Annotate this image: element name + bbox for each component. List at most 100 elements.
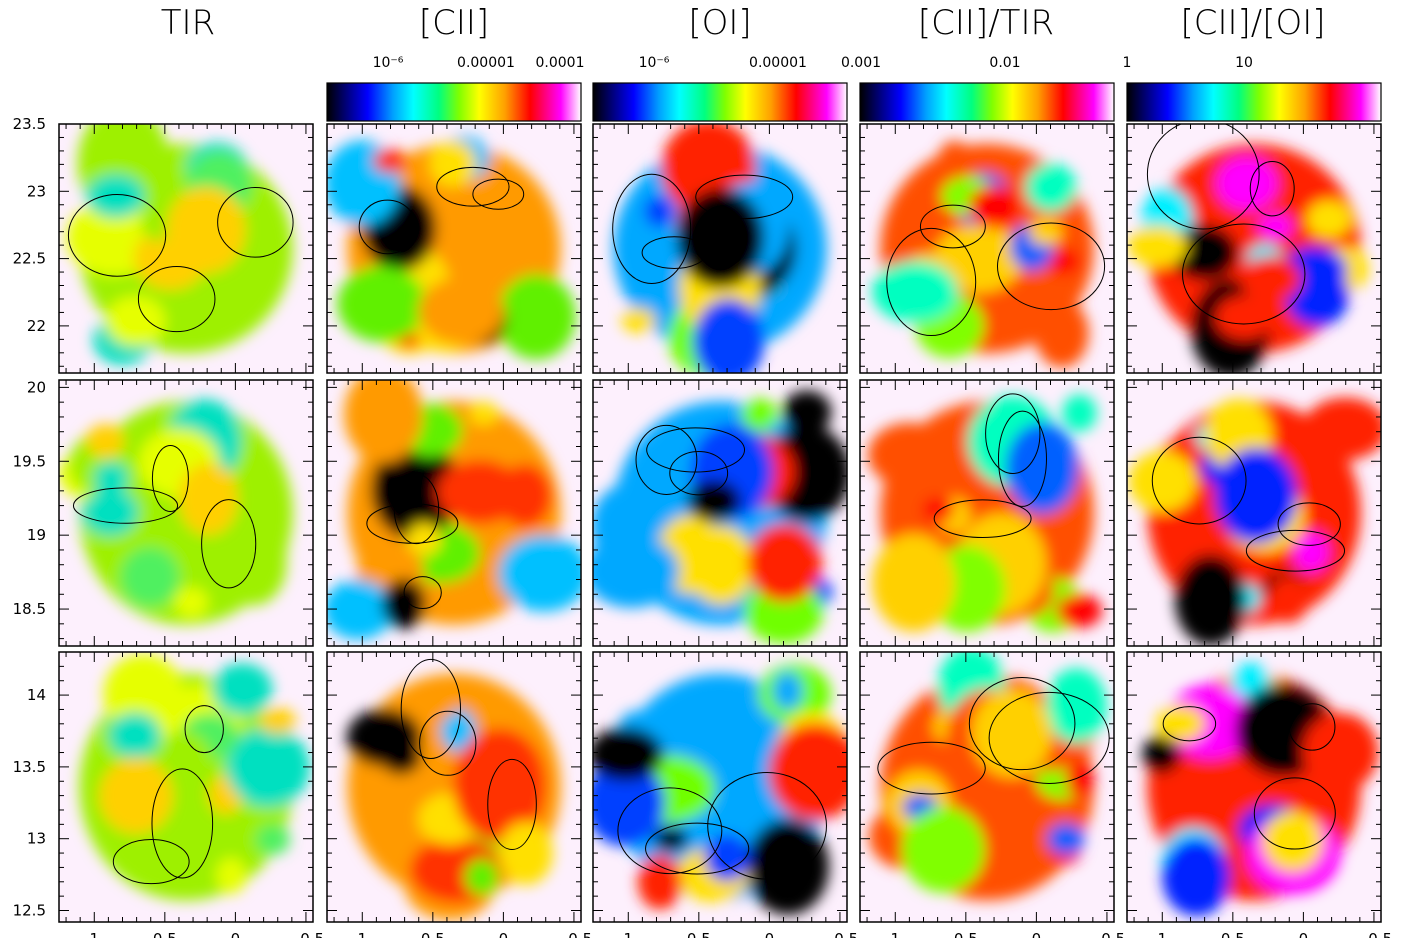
map-image — [1127, 124, 1369, 373]
panel-frame — [592, 379, 848, 647]
x-tick-label: 1 — [358, 930, 368, 938]
x-tick-label: 0.5 — [1221, 930, 1245, 938]
colorbar-cii-tir-label-1: 0.001 — [841, 55, 881, 71]
panel-frame — [592, 651, 848, 923]
panel-cii-tir-row-2 — [859, 379, 1115, 647]
x-tick-label: 0.5 — [954, 930, 978, 938]
colorbar-cii-oi-label-1: 1 — [1123, 55, 1132, 71]
contour-line — [112, 839, 190, 885]
panel-frame — [859, 123, 1115, 374]
contour-line — [612, 173, 692, 285]
colorbar-cii-label-3: 0.0001 — [536, 55, 585, 71]
panel-frame — [1126, 651, 1382, 923]
column-title-oi: [OI] — [688, 3, 751, 43]
panel-frame — [859, 379, 1115, 647]
contour-line — [1253, 777, 1336, 850]
panel-frame — [1126, 379, 1382, 647]
y-tick-label: 20 — [27, 378, 46, 396]
contour-line — [217, 187, 294, 258]
map-image — [327, 380, 581, 640]
map-image — [593, 390, 847, 644]
contour-line — [985, 393, 1041, 474]
contour-line — [1277, 502, 1341, 546]
x-tick-label: 0 — [499, 930, 509, 938]
contour-line — [635, 424, 698, 495]
panel-frame — [58, 651, 314, 923]
contour-line — [707, 771, 827, 880]
contour-line — [403, 576, 442, 610]
contour-line — [137, 265, 216, 333]
colorbar-cii-oi-label-2: 10 — [1235, 55, 1253, 71]
contour-line — [919, 204, 986, 249]
column-title-cii: [CII] — [419, 3, 489, 43]
contour-line — [184, 705, 224, 754]
y-tick-label: 13.5 — [13, 758, 46, 776]
contour-line — [645, 822, 750, 875]
panel-frame — [58, 123, 314, 374]
y-tick-label: 22.5 — [13, 250, 46, 268]
contour-line — [67, 194, 167, 277]
map-image — [593, 663, 847, 915]
colorbar-cii-tir: 0.001 0.01 — [841, 55, 1115, 122]
panel-cii-oi-row-3 — [1126, 651, 1382, 923]
colorbar-cii-label-1: 10⁻⁶ — [373, 55, 404, 71]
contour-line — [151, 444, 189, 513]
x-tick-label: 1 — [891, 930, 901, 938]
contour-line — [933, 499, 1032, 538]
column-title-cii-tir: [CII]/TIR — [918, 3, 1054, 43]
y-tick-label: 14 — [27, 686, 46, 704]
panel-cii-row-2 — [326, 379, 582, 647]
panel-frame — [592, 123, 848, 374]
contour-line — [669, 451, 729, 496]
panel-tir-row-3 — [58, 651, 314, 923]
x-tick-label: −0.5 — [822, 930, 858, 938]
contour-line — [695, 174, 794, 220]
y-tick-label: 12.5 — [13, 902, 46, 920]
colorbar-oi-label-1: 10⁻⁶ — [639, 55, 670, 71]
panel-tir-row-1 — [58, 123, 314, 374]
y-tick-label: 23 — [27, 182, 46, 200]
contour-line — [487, 758, 537, 851]
colorbar-cii-tir-label-2: 0.01 — [989, 55, 1020, 71]
panel-cii-tir-row-1 — [859, 123, 1115, 374]
x-tick-label: −0.5 — [1356, 930, 1392, 938]
panel-frame — [326, 651, 582, 923]
contour-line — [419, 710, 477, 776]
y-tick-label: 19 — [27, 526, 46, 544]
colorbar-cii: 10⁻⁶ 0.00001 0.0001 — [326, 55, 585, 122]
contour-line — [358, 199, 417, 255]
map-image — [1128, 397, 1381, 646]
x-tick-label: 0.5 — [687, 930, 711, 938]
contour-line — [1181, 223, 1306, 325]
panel-cii-oi-row-2 — [1126, 379, 1382, 647]
contour-line — [201, 499, 257, 589]
panel-cii-oi-row-1 — [1126, 123, 1382, 374]
contour-line — [393, 473, 440, 545]
y-tick-label: 19.5 — [13, 452, 46, 470]
x-tick-label: 0 — [231, 930, 241, 938]
x-tick-label: 0 — [765, 930, 775, 938]
column-title-cii-oi: [CII]/[OI] — [1180, 3, 1325, 43]
contour-line — [877, 741, 986, 795]
panel-frame — [58, 379, 314, 647]
contour-line — [641, 236, 707, 270]
panel-oi-row-3 — [592, 651, 848, 923]
y-tick-label: 22 — [27, 317, 46, 335]
contour-line — [151, 768, 214, 879]
contour-line — [1151, 436, 1247, 525]
colorbar-oi-label-2: 0.00001 — [749, 55, 807, 71]
panel-cii-row-1 — [326, 123, 582, 374]
contour-line — [997, 410, 1047, 507]
contour-line — [1288, 703, 1336, 751]
x-tick-label: −0.5 — [556, 930, 592, 938]
y-tick-label: 23.5 — [13, 115, 46, 133]
map-image — [868, 652, 1110, 901]
contour-line — [472, 178, 525, 210]
panel-frame — [1126, 123, 1382, 374]
x-tick-label: 0.5 — [153, 930, 177, 938]
y-tick-label: 18.5 — [13, 600, 46, 618]
contour-line — [1245, 529, 1346, 572]
map-image — [66, 124, 294, 365]
contour-line — [646, 427, 746, 473]
